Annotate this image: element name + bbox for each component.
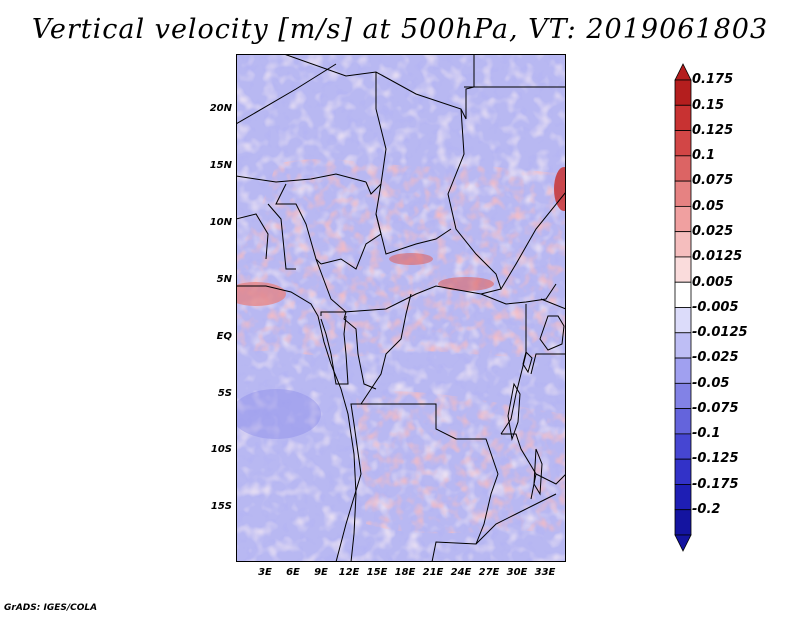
- colorbar-tick-label: 0.025: [692, 223, 734, 239]
- colorbar-tick-label: 0.0125: [692, 249, 743, 265]
- colorbar: [674, 63, 692, 552]
- lon-tick-label: 12E: [338, 567, 360, 578]
- colorbar-swatch: [674, 509, 692, 536]
- colorbar-min-arrow: [674, 534, 692, 552]
- strong-ascent-core: [554, 167, 566, 211]
- colorbar-tick-label: -0.125: [692, 451, 739, 467]
- lon-tick-label: 30E: [506, 567, 528, 578]
- colorbar-tick-label: -0.05: [692, 375, 730, 391]
- lat-tick-label: 10S: [210, 444, 232, 455]
- colorbar-swatch: [674, 130, 692, 157]
- colorbar-tick-label: -0.005: [692, 299, 739, 315]
- lon-tick-label: 3E: [258, 567, 272, 578]
- colorbar-swatch: [674, 155, 692, 182]
- lon-tick-label: 27E: [478, 567, 500, 578]
- lat-tick-label: 15S: [210, 501, 232, 512]
- footer-credit: GrADS: IGES/COLA: [4, 603, 98, 613]
- map-frame: [236, 54, 566, 562]
- colorbar-tick-label: 0.175: [692, 72, 734, 88]
- colorbar-swatch: [674, 231, 692, 258]
- colorbar-max-arrow: [674, 63, 692, 81]
- colorbar-swatch: [674, 382, 692, 410]
- lat-tick-label: 5S: [217, 388, 232, 399]
- colorbar-tick-label: -0.1: [692, 426, 721, 442]
- lon-tick-label: 6E: [286, 567, 300, 578]
- lon-tick-label: 33E: [534, 567, 556, 578]
- colorbar-swatch: [674, 205, 692, 233]
- colorbar-tick-label: -0.2: [692, 502, 721, 517]
- lon-tick-label: 9E: [314, 567, 328, 578]
- lon-tick-label: 24E: [450, 567, 472, 578]
- colorbar-swatch: [674, 433, 692, 460]
- colorbar-swatch: [674, 458, 692, 485]
- country-borders: [236, 54, 566, 562]
- colorbar-tick-label: -0.0125: [692, 325, 748, 341]
- colorbar-tick-label: -0.025: [692, 350, 739, 366]
- lat-tick-label: 5N: [216, 274, 232, 285]
- colorbar-swatch: [674, 180, 692, 207]
- colorbar-tick-label: 0.15: [692, 97, 725, 113]
- colorbar-tick-label: 0.075: [692, 173, 734, 189]
- colorbar-tick-label: 0.05: [692, 198, 725, 214]
- descent-patch: [236, 389, 321, 439]
- colorbar-tick-label: 0.005: [692, 274, 734, 290]
- map-panel: [236, 54, 566, 562]
- colorbar-swatch: [674, 484, 692, 511]
- colorbar-swatch: [674, 307, 692, 334]
- colorbar-swatch: [674, 281, 692, 308]
- colorbar-swatch: [674, 332, 692, 359]
- lakes: [507, 315, 565, 496]
- lat-tick-label: 20N: [209, 103, 232, 114]
- ascent-patch: [438, 277, 494, 291]
- colorbar-swatch: [674, 104, 692, 131]
- lat-tick-label: EQ: [216, 331, 232, 342]
- colorbar-tick-label: -0.175: [692, 476, 739, 492]
- lon-tick-label: 21E: [422, 567, 444, 578]
- lon-tick-label: 18E: [394, 567, 416, 578]
- ascent-patch: [389, 253, 433, 265]
- colorbar-tick-label: 0.125: [692, 122, 734, 138]
- lat-tick-label: 15N: [209, 160, 232, 171]
- lon-tick-label: 15E: [366, 567, 388, 578]
- colorbar-swatch: [674, 408, 692, 435]
- colorbar-tick-label: -0.075: [692, 400, 739, 416]
- chart-title: Vertical velocity [m/s] at 500hPa, VT: 2…: [31, 14, 769, 45]
- colorbar-swatch: [674, 357, 692, 384]
- lat-tick-label: 10N: [209, 217, 232, 228]
- vertical-velocity-field: [236, 54, 566, 562]
- colorbar-tick-label: 0.1: [692, 148, 716, 164]
- colorbar-swatch: [674, 79, 692, 106]
- coastline: [236, 285, 357, 562]
- colorbar-swatch: [674, 256, 692, 283]
